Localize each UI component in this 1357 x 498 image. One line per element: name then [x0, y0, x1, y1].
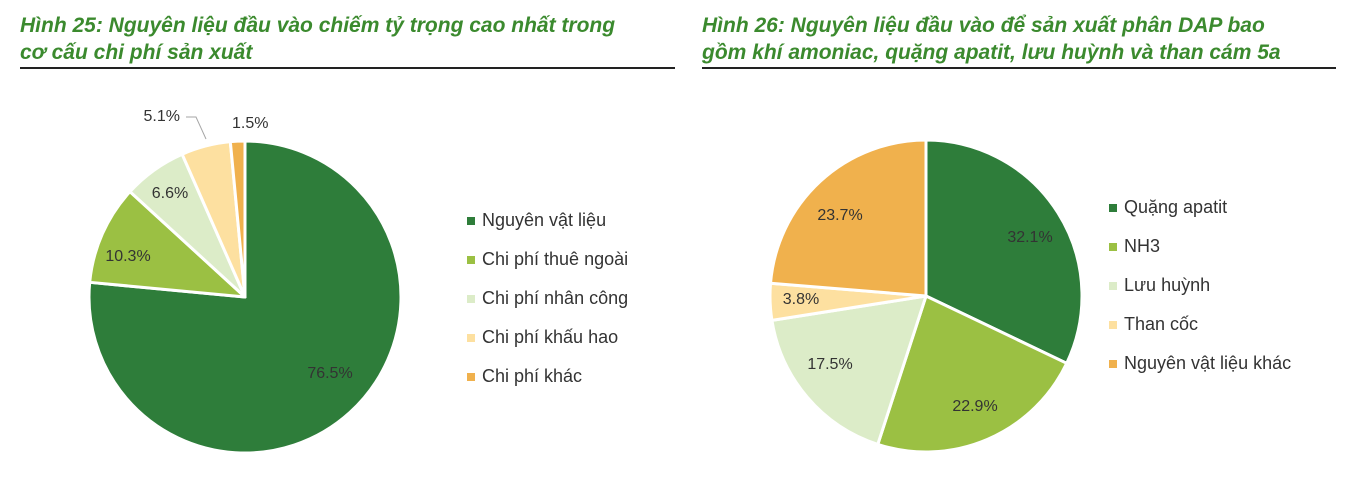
leader-line — [186, 116, 207, 140]
pie-slice-chi-phi-thue-ngoai — [88, 190, 247, 299]
legend-25: Nguyên vật liệu Chi phí thuê ngoài Chi phí… — [467, 210, 628, 405]
legend-label: Chi phí thuê ngoài — [482, 249, 629, 269]
figure-25: Hình 25: Nguyên liệu đầu vào chiếm tỷ tr… — [20, 12, 675, 455]
legend-label: Chi phí khấu hao — [482, 327, 619, 347]
figure-26-title: Hình 26: Nguyên liệu đầu vào để sản xuất… — [702, 12, 1336, 69]
legend-swatch — [1109, 243, 1117, 251]
legend-label: Quặng apatit — [1124, 197, 1228, 217]
legend-item-luu-huynh: Lưu huỳnh — [1109, 275, 1291, 314]
data-label-quang-apatit: 32.1% — [1007, 229, 1052, 246]
legend-item-chi-phi-nhan-cong: Chi phí nhân công — [467, 288, 628, 327]
legend-item-than-coc: Than cốc — [1109, 314, 1291, 353]
legend-item-nguyen-vat-lieu-khac: Nguyên vật liệu khác — [1109, 353, 1291, 392]
legend-item-quang-apatit: Quặng apatit — [1109, 197, 1291, 236]
pie-slice-chi-phi-khac — [228, 139, 247, 299]
legend-label: Than cốc — [1124, 314, 1199, 334]
legend-label: Nguyên vật liệu khác — [1124, 353, 1292, 373]
legend-swatch — [1109, 360, 1117, 368]
legend-item-nguyen-vat-lieu: Nguyên vật liệu — [467, 210, 628, 249]
figure-26: Hình 26: Nguyên liệu đầu vào để sản xuất… — [700, 0, 1357, 498]
legend-label: Lưu huỳnh — [1124, 275, 1211, 295]
legend-swatch — [467, 295, 475, 303]
legend-label: Nguyên vật liệu — [482, 210, 607, 230]
data-label-nguyen-vat-lieu-khac: 23.7% — [817, 207, 862, 224]
data-label-chi-phi-khac: 1.5% — [232, 115, 268, 132]
legend-swatch — [467, 373, 475, 381]
legend-26: Quặng apatit NH3 Lưu huỳnh Than cốc Nguyên v… — [1109, 197, 1291, 392]
pie-slice-quang-apatit — [924, 138, 1084, 365]
figure-26-title-line2: gồm khí amoniac, quặng apatit, lưu huỳnh… — [702, 41, 1281, 64]
legend-swatch — [467, 217, 475, 225]
legend-label: Chi phí khác — [482, 366, 583, 386]
data-label-chi-phi-nhan-cong: 6.6% — [152, 185, 188, 202]
pie-slice-luu-huynh — [770, 294, 928, 446]
legend-swatch — [1109, 321, 1117, 329]
figure-25-title-line1: Hình 25: Nguyên liệu đầu vào chiếm tỷ tr… — [20, 14, 616, 37]
legend-item-nh3: NH3 — [1109, 236, 1291, 275]
legend-swatch — [467, 334, 475, 342]
figure-25-title-line2: cơ cấu chi phí sản xuất — [20, 41, 253, 64]
pie-chart-25: 76.5% 10.3% 6.6% 5.1% 1.5% — [87, 108, 403, 455]
legend-swatch — [1109, 282, 1117, 290]
legend-label: Chi phí nhân công — [482, 288, 629, 308]
data-label-chi-phi-thue-ngoai: 10.3% — [105, 248, 150, 265]
data-label-nguyen-vat-lieu: 76.5% — [307, 365, 352, 382]
pie-chart-26: 32.1% 22.9% 17.5% 3.8% 23.7% — [768, 138, 1084, 454]
legend-swatch — [467, 256, 475, 264]
data-label-nh3: 22.9% — [952, 398, 997, 415]
figure-25-title: Hình 25: Nguyên liệu đầu vào chiếm tỷ tr… — [20, 12, 675, 69]
figure-26-title-line1: Hình 26: Nguyên liệu đầu vào để sản xuất… — [702, 14, 1265, 37]
data-label-than-coc: 3.8% — [783, 291, 819, 308]
pie-slice-nguyen-vat-lieu-khac — [769, 138, 928, 298]
data-label-chi-phi-khau-hao: 5.1% — [144, 108, 180, 125]
legend-swatch — [1109, 204, 1117, 212]
legend-item-chi-phi-khau-hao: Chi phí khấu hao — [467, 327, 628, 366]
legend-label: NH3 — [1124, 236, 1161, 256]
data-label-luu-huynh: 17.5% — [807, 356, 852, 373]
legend-item-chi-phi-khac: Chi phí khác — [467, 366, 628, 405]
pie-slice-nh3 — [876, 294, 1069, 454]
legend-item-chi-phi-thue-ngoai: Chi phí thuê ngoài — [467, 249, 628, 288]
